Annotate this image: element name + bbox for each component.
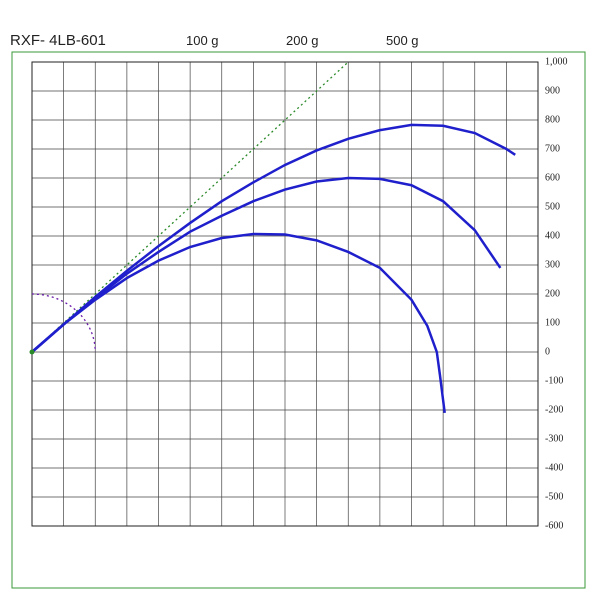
y-tick-label: -100 — [545, 375, 563, 386]
y-tick-label: -600 — [545, 520, 563, 531]
y-tick-label: -400 — [545, 462, 563, 473]
frame — [11, 51, 586, 589]
y-tick-label: 700 — [545, 143, 560, 154]
y-tick-label: -300 — [545, 433, 563, 444]
y-tick-label: 1,000 — [545, 56, 568, 67]
reference-line — [31, 61, 349, 353]
series-label: 500 g — [386, 33, 419, 48]
chart-title: RXF- 4LB-601 — [10, 32, 106, 49]
y-tick-label: -500 — [545, 491, 563, 502]
y-tick-label: 100 — [545, 317, 560, 328]
y-tick-label: 600 — [545, 172, 560, 183]
y-tick-label: 900 — [545, 85, 560, 96]
origin-dot — [29, 349, 35, 355]
y-tick-label: 300 — [545, 259, 560, 270]
curve — [31, 176, 502, 353]
y-tick-label: -200 — [545, 404, 563, 415]
curve — [31, 123, 516, 353]
y-tick-label: 500 — [545, 201, 560, 212]
y-tick-label: 200 — [545, 288, 560, 299]
y-tick-label: 0 — [545, 346, 550, 357]
series-label: 200 g — [286, 33, 319, 48]
y-tick-label: 400 — [545, 230, 560, 241]
curve — [31, 232, 446, 414]
series-label: 100 g — [186, 33, 219, 48]
y-tick-label: 800 — [545, 114, 560, 125]
